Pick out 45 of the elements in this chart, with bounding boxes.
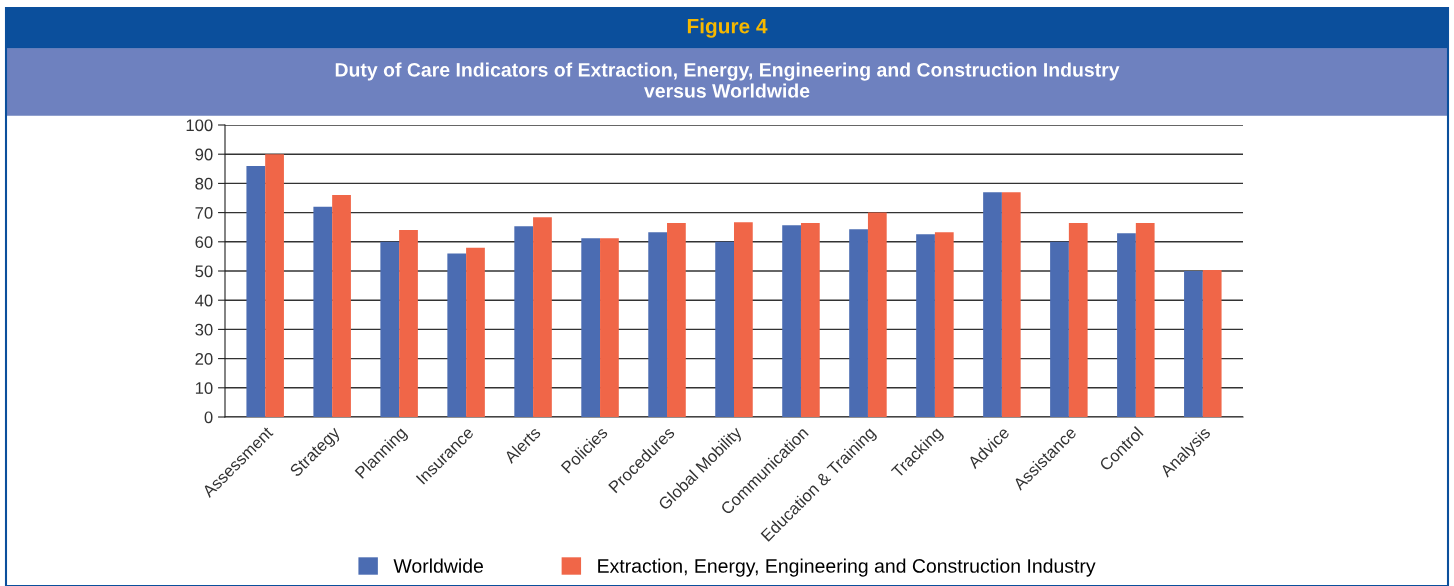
bar (916, 234, 935, 417)
y-tick-label: 50 (195, 265, 213, 278)
y-tick-label: 90 (195, 148, 213, 161)
bar (466, 247, 485, 417)
bar (849, 229, 868, 417)
bar (313, 206, 333, 417)
bar (782, 225, 801, 417)
bar (1135, 223, 1155, 417)
bar (1001, 192, 1021, 417)
bar (332, 195, 351, 417)
bar (734, 222, 753, 417)
legend-label: Extraction, Energy, Engineering and Construction Industry (598, 558, 1096, 577)
bar (648, 232, 668, 417)
bar (1202, 270, 1222, 417)
y-tick-label: 0 (204, 411, 213, 424)
bar (983, 192, 1002, 417)
y-tick-label: 100 (186, 119, 213, 132)
bar (1184, 271, 1203, 417)
y-tick-label: 60 (195, 236, 213, 248)
y-tick-label: 10 (195, 382, 213, 394)
y-tick-label: 40 (195, 294, 213, 307)
y-tick-label: 70 (195, 207, 213, 219)
bar (1068, 223, 1088, 417)
bar (514, 226, 534, 417)
bar (533, 217, 552, 417)
bar (600, 238, 619, 417)
bar (265, 154, 284, 417)
y-tick-label: 30 (195, 323, 213, 336)
chart-subtitle: Duty of Care Indicators of Extraction, Energy, Engineering and Construction Industry versus Worldwide (335, 62, 1120, 98)
bar (246, 165, 266, 417)
bar (934, 232, 954, 417)
y-tick-label: 20 (195, 353, 213, 365)
legend-label: Worldwide (393, 558, 483, 573)
y-tick-label: 80 (195, 177, 213, 190)
bar (715, 241, 734, 417)
bar (1050, 241, 1069, 417)
chart-title: Figure 4 (687, 18, 768, 38)
bar (399, 230, 418, 417)
bar (447, 253, 467, 417)
bar (667, 223, 686, 417)
bar (1117, 233, 1136, 417)
bar (581, 238, 601, 417)
bar (867, 212, 887, 417)
bar (800, 223, 820, 417)
bar (380, 241, 400, 417)
